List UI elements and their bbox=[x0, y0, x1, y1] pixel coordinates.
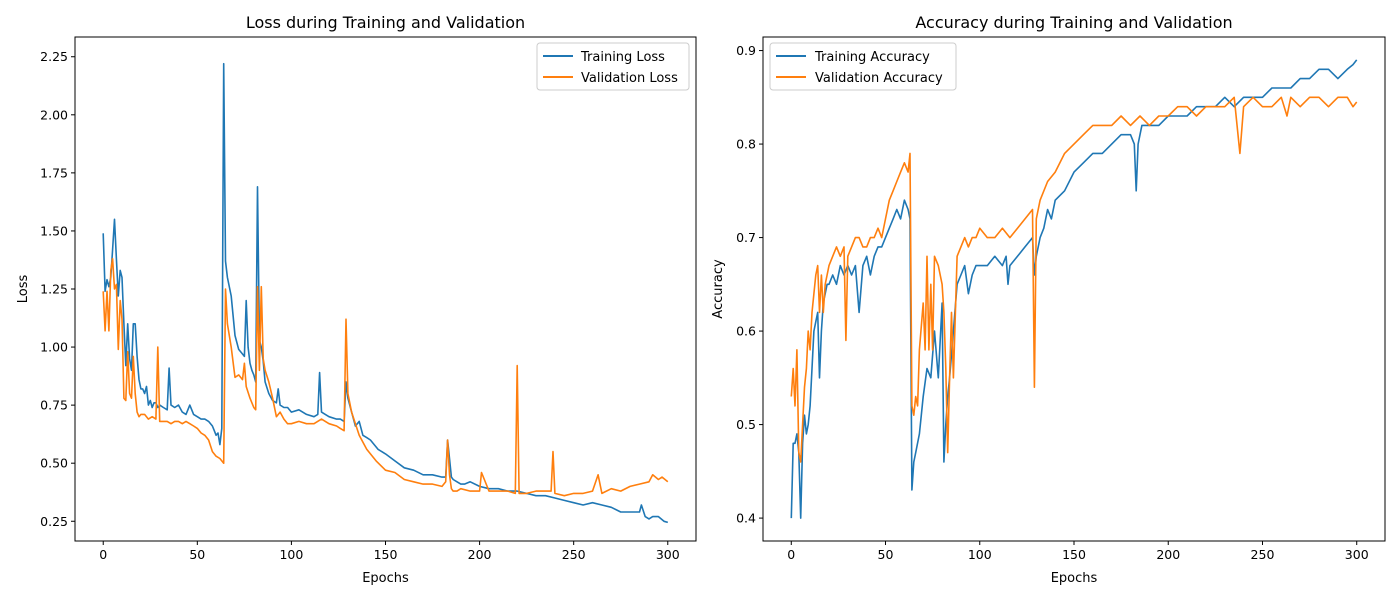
accuracy-chart: Accuracy during Training and Validation … bbox=[711, 13, 1386, 586]
validation-accuracy-line bbox=[790, 96, 1358, 463]
accuracy-y-tick-label: 0.7 bbox=[736, 230, 756, 245]
accuracy-y-tick-label: 0.5 bbox=[736, 417, 756, 432]
accuracy-legend-training-label: Training Accuracy bbox=[814, 50, 930, 65]
loss-legend: Training Loss Validation Loss bbox=[536, 42, 690, 91]
loss-y-tick-label: 0.75 bbox=[40, 398, 68, 413]
training-loss-line bbox=[102, 62, 669, 524]
loss-x-tick-label: 100 bbox=[279, 547, 303, 562]
accuracy-chart-title: Accuracy during Training and Validation bbox=[915, 13, 1232, 32]
loss-y-tick-label: 1.00 bbox=[40, 340, 68, 355]
loss-legend-box bbox=[536, 42, 690, 91]
loss-axis-ticks: 0 50 100 150 200 250 300 0.25 0.50 0.75 1.00 1.25 1.… bbox=[40, 49, 680, 562]
loss-y-tick-label: 1.75 bbox=[40, 165, 68, 180]
loss-y-tick-label: 2.25 bbox=[40, 49, 68, 64]
accuracy-legend-box bbox=[769, 42, 957, 91]
loss-x-tick-label: 300 bbox=[656, 547, 680, 562]
loss-x-tick-label: 200 bbox=[468, 547, 492, 562]
accuracy-x-tick-label: 300 bbox=[1345, 547, 1369, 562]
loss-x-axis-label: Epochs bbox=[362, 571, 409, 586]
loss-legend-training-label: Training Loss bbox=[580, 50, 665, 65]
accuracy-series-lines bbox=[790, 59, 1358, 519]
loss-y-tick-label: 0.25 bbox=[40, 514, 68, 529]
accuracy-x-tick-label: 250 bbox=[1251, 547, 1275, 562]
accuracy-legend: Training Accuracy Validation Accuracy bbox=[769, 42, 957, 91]
accuracy-y-tick-label: 0.6 bbox=[736, 324, 756, 339]
loss-x-tick-label: 150 bbox=[374, 547, 398, 562]
loss-y-tick-label: 1.50 bbox=[40, 223, 68, 238]
loss-chart-title: Loss during Training and Validation bbox=[246, 13, 525, 32]
accuracy-x-tick-label: 50 bbox=[878, 547, 894, 562]
validation-loss-line bbox=[102, 257, 669, 497]
accuracy-axis-ticks: 0 50 100 150 200 250 300 0.4 0.5 0.6 0.7 0.8 0.9 bbox=[736, 43, 1369, 562]
loss-y-tick-label: 2.00 bbox=[40, 107, 68, 122]
accuracy-y-tick-label: 0.4 bbox=[736, 511, 756, 526]
loss-y-tick-label: 1.25 bbox=[40, 282, 68, 297]
accuracy-x-axis-label: Epochs bbox=[1051, 571, 1098, 586]
accuracy-x-tick-label: 200 bbox=[1156, 547, 1180, 562]
loss-chart: Loss during Training and Validation 0 50 1… bbox=[16, 13, 697, 586]
loss-x-tick-label: 50 bbox=[189, 547, 205, 562]
accuracy-x-tick-label: 100 bbox=[968, 547, 992, 562]
accuracy-x-tick-label: 150 bbox=[1062, 547, 1086, 562]
accuracy-legend-validation-label: Validation Accuracy bbox=[815, 71, 943, 86]
training-accuracy-line bbox=[790, 59, 1358, 519]
loss-legend-validation-label: Validation Loss bbox=[581, 71, 678, 86]
accuracy-x-tick-label: 0 bbox=[787, 547, 795, 562]
loss-y-axis-label: Loss bbox=[16, 275, 31, 304]
accuracy-y-tick-label: 0.9 bbox=[736, 43, 756, 58]
loss-x-tick-label: 0 bbox=[99, 547, 107, 562]
loss-series-lines bbox=[102, 62, 669, 524]
loss-y-tick-label: 0.50 bbox=[40, 456, 68, 471]
accuracy-y-axis-label: Accuracy bbox=[711, 259, 726, 319]
accuracy-y-tick-label: 0.8 bbox=[736, 137, 756, 152]
loss-x-tick-label: 250 bbox=[562, 547, 586, 562]
